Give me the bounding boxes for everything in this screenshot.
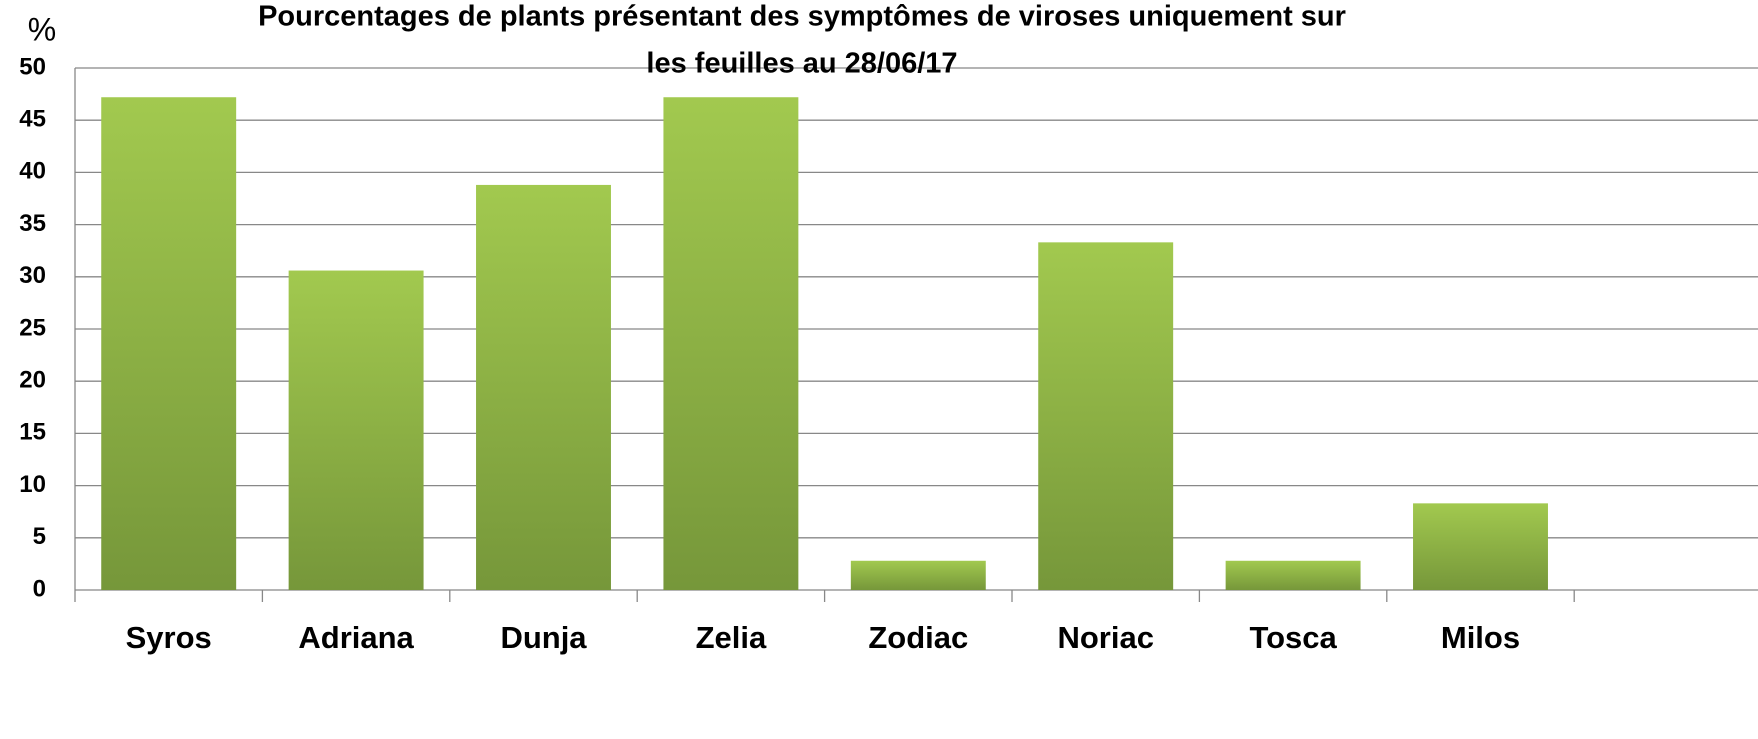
y-tick-label: 10 bbox=[19, 471, 46, 498]
y-tick-label: 0 bbox=[33, 575, 46, 602]
bar bbox=[1038, 242, 1174, 590]
y-tick-label: 35 bbox=[19, 210, 46, 237]
y-tick-label: 5 bbox=[33, 523, 46, 550]
bar bbox=[850, 560, 986, 590]
x-tick-label: Tosca bbox=[1249, 620, 1337, 655]
y-tick-label: 30 bbox=[19, 262, 46, 289]
x-tick-label: Milos bbox=[1441, 620, 1520, 655]
bar bbox=[1225, 560, 1361, 590]
y-tick-label: 15 bbox=[19, 419, 46, 446]
x-tick-label: Zodiac bbox=[868, 620, 968, 655]
x-tick-label: Zelia bbox=[696, 620, 767, 655]
x-tick-label: Adriana bbox=[298, 620, 414, 655]
x-tick-label: Dunja bbox=[500, 620, 587, 655]
y-tick-label: 45 bbox=[19, 106, 46, 133]
x-tick-label: Noriac bbox=[1057, 620, 1153, 655]
y-tick-label: 50 bbox=[19, 53, 46, 80]
chart-title: les feuilles au 28/06/17 bbox=[646, 48, 957, 80]
bar bbox=[663, 97, 799, 591]
y-tick-label: 25 bbox=[19, 314, 46, 341]
chart-title: Pourcentages de plants présentant des sy… bbox=[258, 1, 1346, 33]
y-tick-label: 20 bbox=[19, 367, 46, 394]
bar bbox=[288, 270, 424, 590]
y-axis-label: % bbox=[28, 11, 56, 47]
y-tick-label: 40 bbox=[19, 158, 46, 185]
bar bbox=[101, 97, 237, 591]
x-tick-label: Syros bbox=[126, 620, 212, 655]
bar bbox=[1413, 503, 1548, 590]
bar bbox=[476, 184, 611, 591]
